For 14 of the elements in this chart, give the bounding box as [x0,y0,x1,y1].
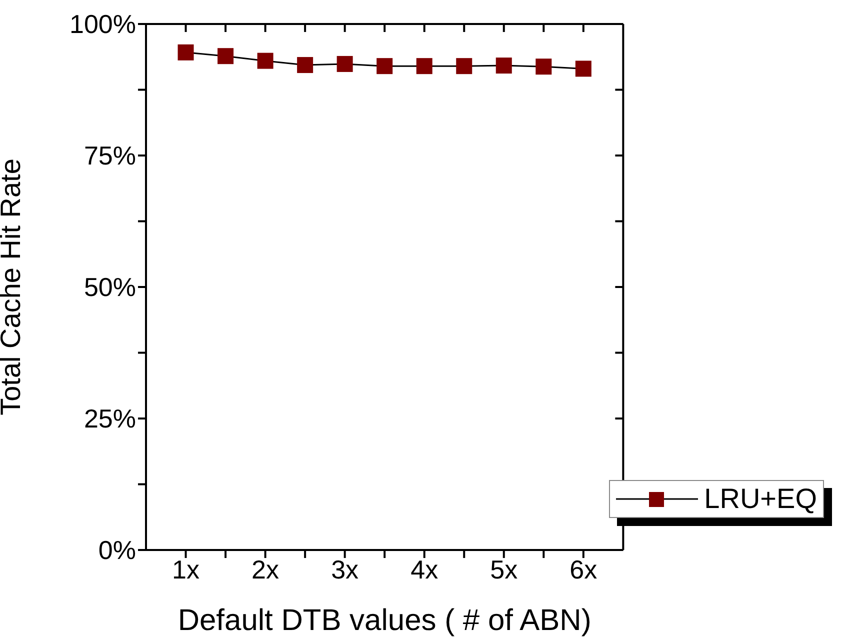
legend-label: LRU+EQ [704,483,817,515]
y-tick-label: 75% [84,140,136,171]
x-tick-label: 3x [331,554,359,584]
x-axis-title: Default DTB values ( # of ABN) [178,604,592,637]
y-tick-label: 50% [84,272,136,302]
y-tick-label: 25% [84,404,136,434]
y-axis-title: Total Cache Hit Rate [0,158,26,416]
x-tick-label: 2x [252,554,280,584]
x-tick-label: 1x [172,554,200,584]
y-tick-label: 0% [98,535,136,566]
x-tick-label: 5x [490,554,518,584]
x-tick-label: 4x [410,554,438,584]
y-tick-label: 100% [70,9,136,40]
x-tick-label: 6x [570,554,598,584]
